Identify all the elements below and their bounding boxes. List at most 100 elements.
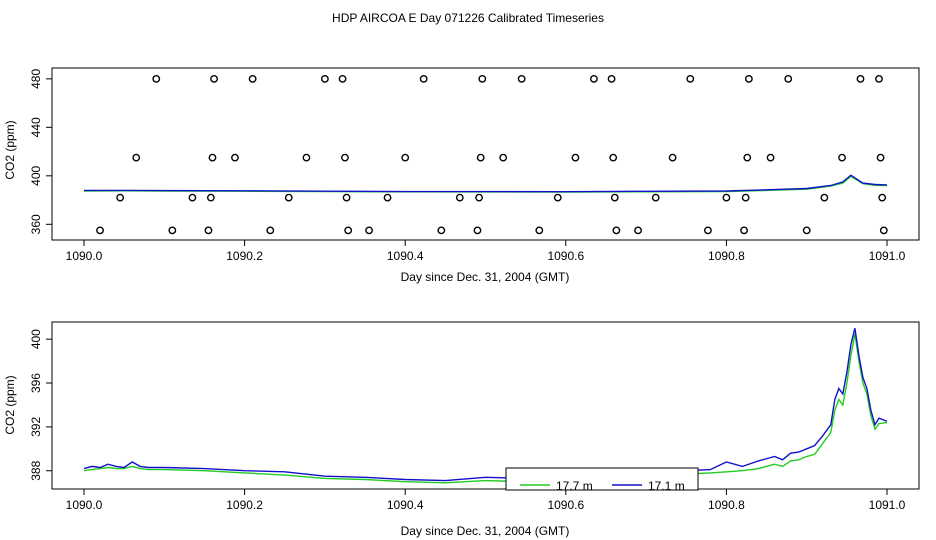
x-tick-label: 1090.8 [708,498,745,512]
y-tick-label: 440 [29,117,43,137]
data-point [284,193,293,202]
top-panel-ylabel: CO2 (ppm) [3,120,17,179]
series-line-1 [83,333,888,484]
data-point [152,74,161,83]
data-point [722,193,731,202]
x-tick-label: 1090.2 [226,249,263,263]
data-point [740,226,748,235]
bottom-panel: 1090.0 1090.2 1090.4 1090.6 1090.8 1091.0 388… [3,321,920,538]
data-point [96,226,104,235]
y-tick-label: 388 [29,460,43,480]
data-point [302,153,311,162]
data-point [455,193,464,202]
x-tick-label: 1090.0 [66,498,103,512]
data-point [876,153,885,162]
data-point [590,74,598,83]
top-panel-frame [51,67,920,241]
data-point [476,153,485,162]
data-point [168,226,177,235]
data-point [607,74,616,83]
x-tick-label: 1090.8 [708,249,745,263]
data-point [856,74,865,83]
data-point [475,193,483,202]
data-point [634,226,642,235]
data-point [668,153,677,162]
data-point [741,193,750,202]
data-point [612,226,621,235]
y-tick-label: 400 [29,165,43,185]
data-point [744,74,753,83]
y-tick-label: 396 [29,373,43,393]
data-point [766,153,775,162]
data-point [499,153,508,162]
bottom-panel-frame [51,321,920,490]
data-point [210,74,218,83]
data-point [206,193,215,202]
data-point [704,226,712,235]
y-tick-label: 400 [29,329,43,349]
x-tick-label: 1090.6 [547,249,584,263]
data-point [266,226,275,235]
x-tick-label: 1091.0 [869,249,906,263]
data-point [517,74,526,83]
bottom-panel-y-axis: 388 392 396 400 [29,329,52,481]
top-panel: 1090.0 1090.2 1090.4 1090.6 1090.8 1091.0 360… [3,67,920,284]
bottom-panel-x-axis: 1090.0 1090.2 1090.4 1090.6 1090.8 1091.0 [66,489,906,512]
data-point [188,193,197,202]
data-point [610,193,619,202]
data-point [344,226,353,235]
bottom-panel-ylabel: CO2 (ppm) [3,375,17,434]
y-tick-label: 480 [29,69,43,89]
data-point [365,226,373,235]
data-point [208,153,217,162]
y-tick-label: 392 [29,417,43,437]
x-tick-label: 1091.0 [869,498,906,512]
data-point [553,193,562,202]
data-point [838,153,846,162]
data-point [338,74,347,83]
data-point [473,226,482,235]
data-point [820,193,829,202]
data-point [686,74,695,83]
data-point [116,193,125,202]
data-point [478,74,487,83]
data-point [571,153,580,162]
legend-label-2: 17.1 m [648,479,685,493]
data-point [342,193,351,202]
x-tick-label: 1090.2 [226,498,263,512]
data-point [419,74,428,83]
x-tick-label: 1090.4 [387,498,424,512]
data-point [231,153,239,162]
data-point [802,226,811,235]
data-point [879,226,888,235]
data-point [401,153,410,162]
figure-title: HDP AIRCOA E Day 071226 Calibrated Times… [332,11,604,25]
data-point [784,74,793,83]
series-line-2 [83,328,888,482]
data-point [651,193,660,202]
x-tick-label: 1090.6 [547,498,584,512]
bottom-panel-xlabel: Day since Dec. 31, 2004 (GMT) [401,524,570,538]
data-point [341,153,349,162]
data-point [383,193,392,202]
data-point [437,226,446,235]
data-point [743,153,752,162]
x-tick-label: 1090.4 [387,249,424,263]
x-tick-label: 1090.0 [66,249,103,263]
top-panel-xlabel: Day since Dec. 31, 2004 (GMT) [401,270,570,284]
data-point [878,193,887,202]
legend-label-1: 17.7 m [556,479,593,493]
data-point [535,226,544,235]
y-tick-label: 360 [29,214,43,234]
legend: 17.7 m 17.1 m [505,467,699,493]
data-point [609,153,618,162]
data-point [132,153,141,162]
top-panel-y-axis: 360 400 440 480 [29,69,52,234]
legend-box [505,467,699,491]
top-panel-x-axis: 1090.0 1090.2 1090.4 1090.6 1090.8 1091.0 [66,240,906,263]
series-line-2 [84,174,888,193]
bottom-panel-series [83,328,888,484]
data-point [875,74,883,83]
data-point [320,74,329,83]
data-point [204,226,213,235]
